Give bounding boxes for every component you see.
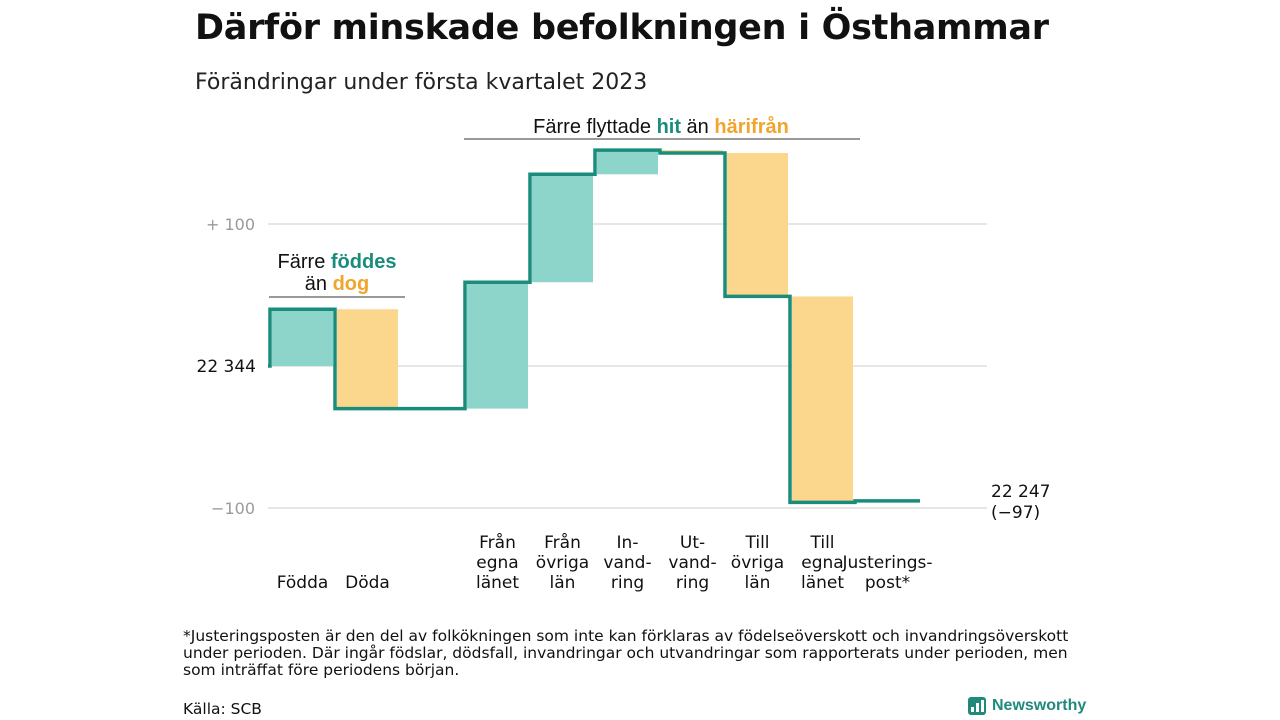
- category-label: In-: [617, 533, 639, 553]
- category-label: ring: [611, 573, 644, 593]
- footnote: *Justeringsposten är den del av folkökni…: [183, 627, 1069, 679]
- annotation-text-part: Färre flyttade: [533, 116, 656, 138]
- annotation-text-part: Färre: [278, 251, 331, 273]
- category-label: Justerings-: [841, 553, 932, 573]
- source-note: Källa: SCB: [183, 700, 262, 718]
- category-label: Från: [544, 532, 581, 553]
- waterfall-bar: [727, 153, 788, 297]
- annotation-text-part: än: [681, 116, 714, 138]
- brand-name: Newsworthy: [992, 697, 1087, 714]
- annotation-text-part: än: [305, 273, 333, 295]
- category-label: vand-: [668, 553, 716, 573]
- waterfall-bar: [597, 150, 658, 175]
- waterfall-bar: [272, 309, 333, 366]
- category-label: övriga: [731, 553, 784, 573]
- category-label: vand-: [603, 553, 651, 573]
- category-label: län: [745, 573, 771, 593]
- category-label: län: [550, 573, 576, 593]
- cumulative-step-line: [268, 148, 920, 505]
- newsworthy-logo: Newsworthy: [968, 697, 1086, 715]
- category-label: Till: [744, 533, 769, 553]
- annotation-text-part: härifrån: [714, 115, 788, 138]
- waterfall-bar: [792, 296, 853, 503]
- end-value-label: 22 247: [991, 482, 1050, 502]
- category-label: Döda: [345, 573, 390, 593]
- waterfall-bar: [337, 309, 398, 409]
- annotation-text-part: föddes: [331, 251, 397, 273]
- category-label: ring: [676, 573, 709, 593]
- waterfall-bar: [467, 282, 528, 409]
- y-tick-label: + 100: [206, 215, 255, 234]
- bar-chart-logo-icon: [968, 697, 986, 715]
- annotation-births-deaths-line2: än dog: [305, 273, 369, 295]
- category-label: övriga: [536, 553, 589, 573]
- category-label: post*: [865, 573, 910, 593]
- category-label: Till: [809, 533, 834, 553]
- annotation-births-deaths-line1: Färre föddes: [278, 251, 397, 273]
- chart-subtitle: Förändringar under första kvartalet 2023: [195, 70, 648, 95]
- annotation-text-part: hit: [657, 116, 682, 138]
- annotation-migration: Färre flyttade hit än härifrån: [533, 115, 789, 138]
- category-label: Från: [479, 532, 516, 553]
- end-change-label: (−97): [991, 503, 1040, 523]
- category-label: länet: [476, 573, 519, 593]
- y-tick-label: −100: [211, 499, 255, 518]
- category-label: Födda: [277, 573, 329, 593]
- category-label: egna: [476, 553, 518, 573]
- waterfall-bar: [532, 174, 593, 283]
- category-label: länet: [801, 573, 844, 593]
- annotation-text-part: dog: [333, 273, 370, 295]
- start-value-label: 22 344: [197, 357, 256, 377]
- category-label: Ut-: [680, 533, 705, 553]
- chart-title: Därför minskade befolkningen i Östhammar: [195, 8, 1049, 48]
- category-label: egna: [801, 553, 843, 573]
